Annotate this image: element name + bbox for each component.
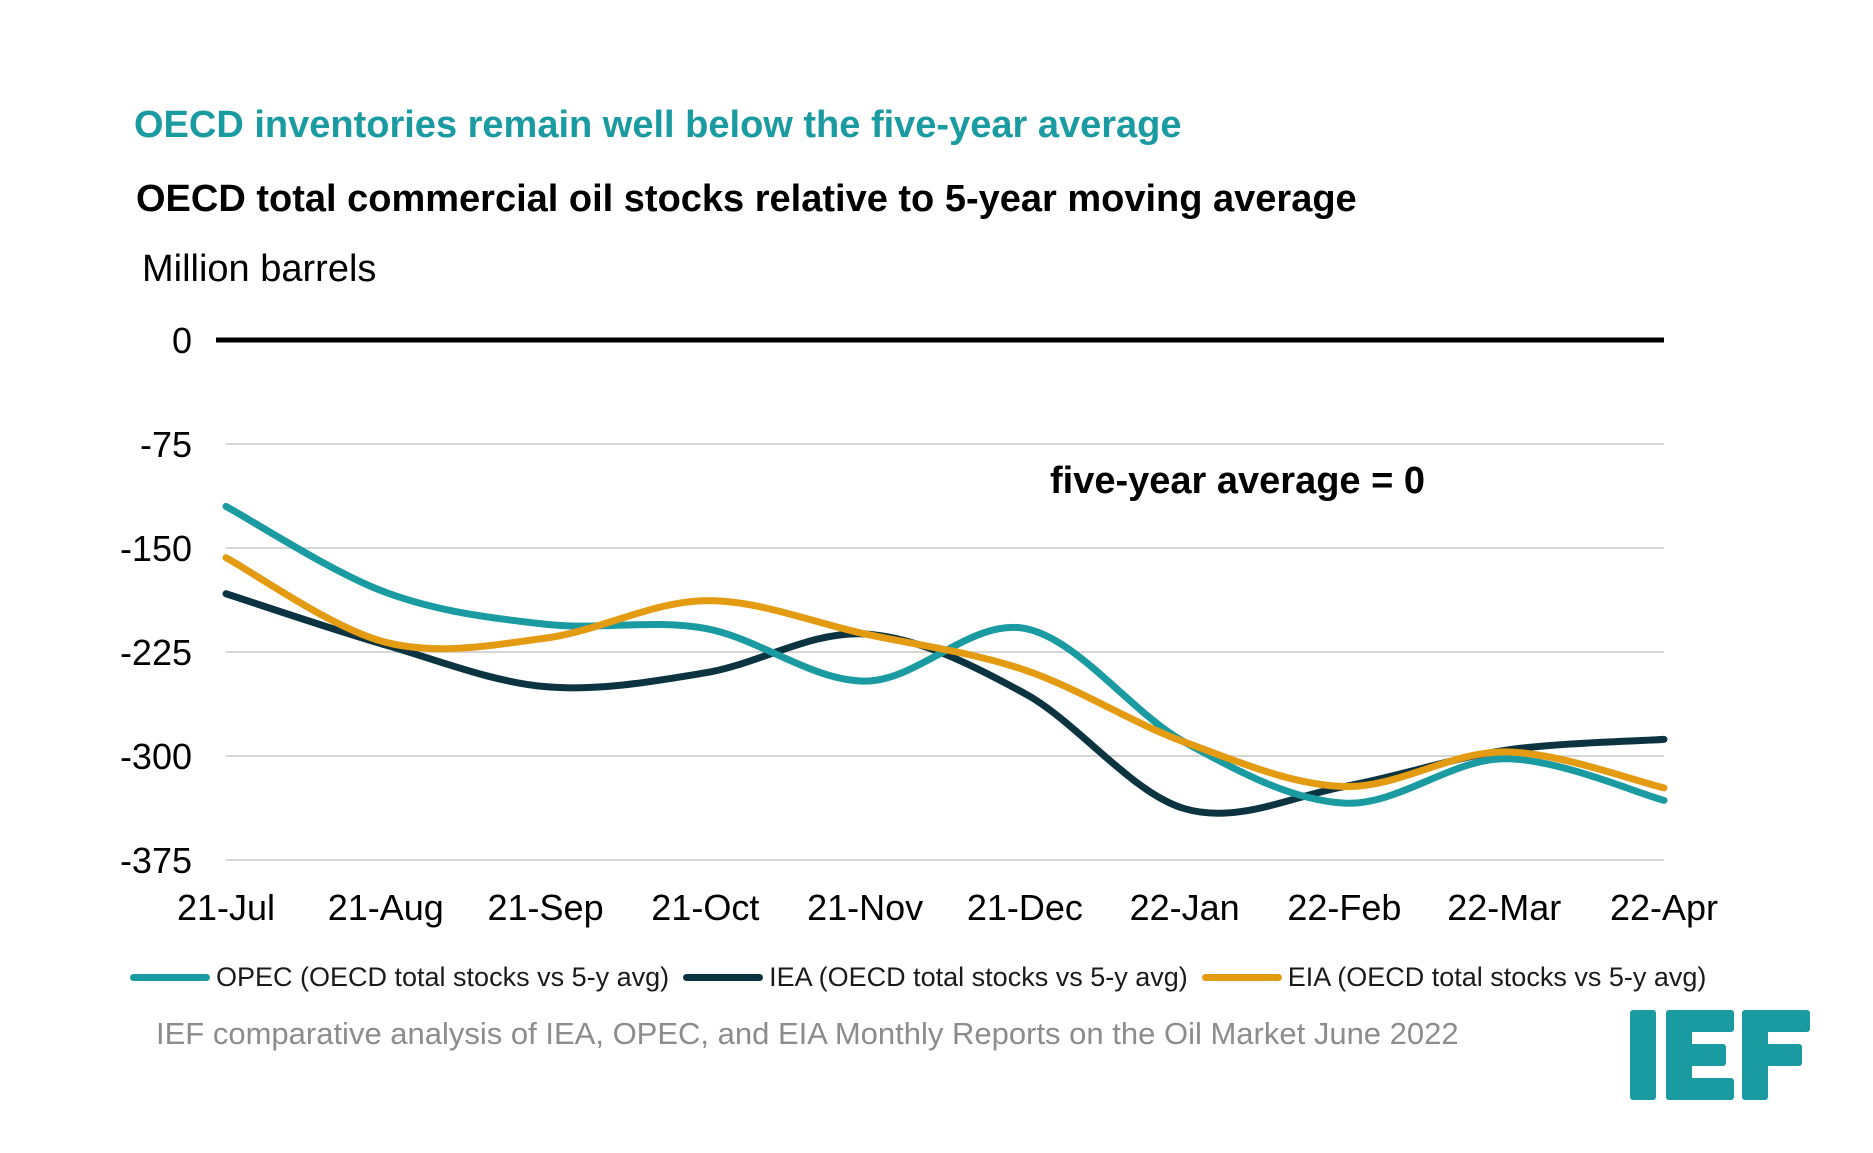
chart-annotation: five-year average = 0 (1050, 460, 1425, 502)
y-axis-label: Million barrels (142, 248, 377, 290)
x-tick-label: 22-Mar (1447, 887, 1561, 928)
legend-swatch-opec (130, 974, 210, 981)
x-tick-label: 21-Aug (328, 887, 444, 928)
y-tick-label: -300 (120, 736, 192, 777)
y-tick-label: -150 (120, 528, 192, 569)
x-tick-label: 21-Jul (177, 887, 275, 928)
ief-logo (1630, 1010, 1810, 1100)
source-note: IEF comparative analysis of IEA, OPEC, a… (156, 1016, 1459, 1051)
x-tick-label: 22-Feb (1287, 887, 1401, 928)
y-tick-label: 0 (172, 320, 192, 361)
legend-item-iea: IEA (OECD total stocks vs 5-y avg) (683, 962, 1188, 993)
series-line-opec (222, 502, 1668, 807)
series-line-iea (222, 590, 1668, 817)
headline: OECD inventories remain well below the f… (134, 104, 1182, 146)
x-tick-label: 21-Sep (488, 887, 604, 928)
chart-legend: OPEC (OECD total stocks vs 5-y avg) IEA … (130, 962, 1706, 993)
legend-label-opec: OPEC (OECD total stocks vs 5-y avg) (216, 962, 670, 992)
x-tick-label: 22-Jan (1130, 887, 1240, 928)
legend-swatch-eia (1201, 974, 1282, 981)
y-tick-label: -375 (120, 840, 192, 881)
legend-item-opec: OPEC (OECD total stocks vs 5-y avg) (130, 962, 669, 993)
legend-swatch-iea (683, 974, 764, 981)
legend-label-eia: EIA (OECD total stocks vs 5-y avg) (1287, 962, 1707, 992)
x-tick-label: 21-Nov (807, 887, 923, 928)
chart-title: OECD total commercial oil stocks relativ… (136, 178, 1357, 220)
x-tick-label: 22-Apr (1610, 887, 1718, 928)
line-chart: 0 -75 -150 -225 -300 -375 21-Jul 21-Aug 21-Sep 21… (120, 320, 1718, 928)
x-tick-label: 21-Dec (967, 887, 1083, 928)
x-tick-label: 21-Oct (651, 887, 759, 928)
y-tick-label: -225 (120, 632, 192, 673)
y-tick-label: -75 (140, 424, 192, 465)
legend-label-iea: IEA (OECD total stocks vs 5-y avg) (769, 962, 1188, 992)
legend-item-eia: EIA (OECD total stocks vs 5-y avg) (1201, 962, 1707, 993)
series-line-eia (222, 554, 1668, 792)
